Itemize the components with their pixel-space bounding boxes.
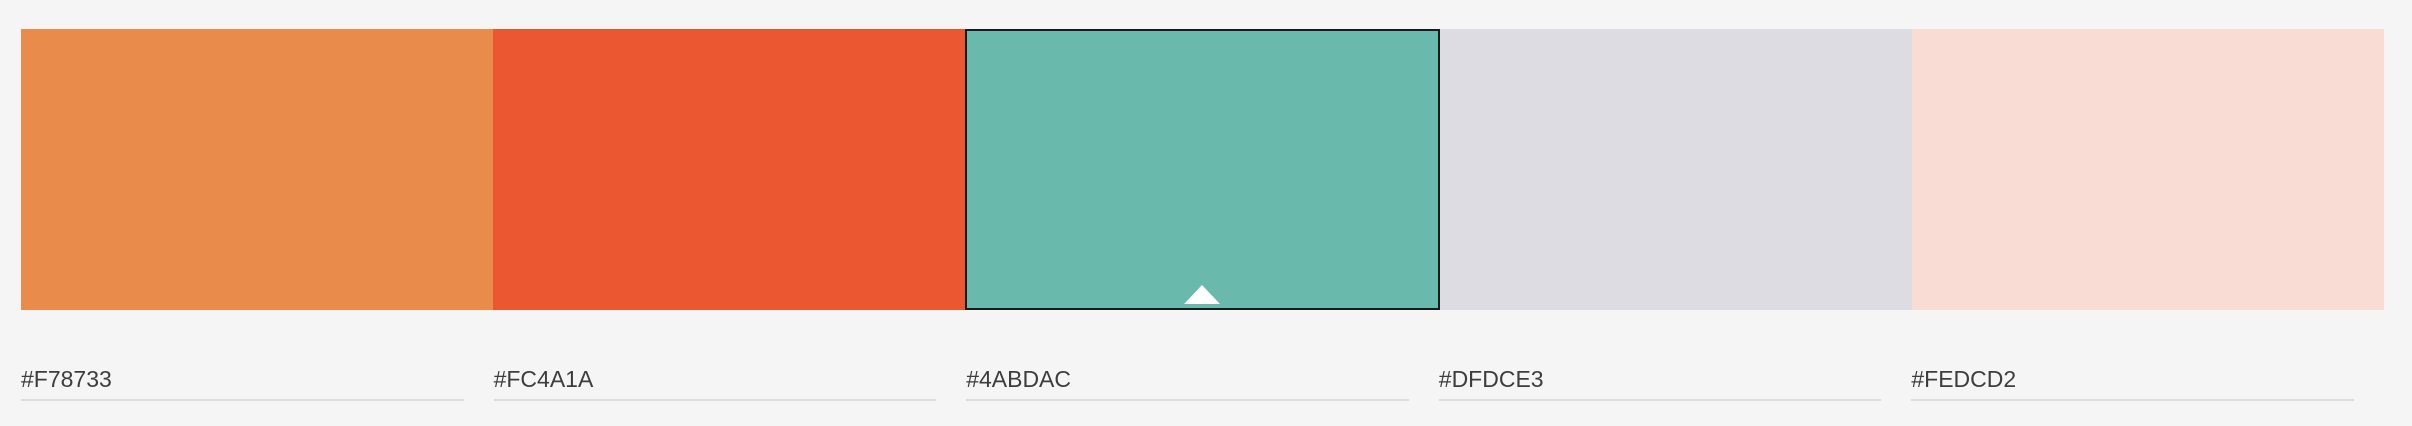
hex-input-1[interactable]: #F78733: [21, 362, 464, 401]
color-swatch-2[interactable]: [492, 29, 965, 310]
color-swatch-5[interactable]: [1912, 29, 2384, 310]
hex-input-2[interactable]: #FC4A1A: [493, 362, 937, 401]
hex-cell: #FC4A1A: [493, 362, 967, 401]
triangle-up-icon: [1184, 285, 1221, 304]
color-swatch-3[interactable]: [964, 29, 1441, 310]
color-swatch-4[interactable]: [1440, 29, 1913, 310]
hex-value-row: #F78733 #FC4A1A #4ABDAC #DFDCE3 #FEDCD2: [21, 362, 2384, 401]
color-swatch-row: [21, 29, 2384, 310]
hex-cell: #F78733: [21, 362, 494, 401]
hex-cell: #FEDCD2: [1911, 362, 2384, 401]
hex-input-5[interactable]: #FEDCD2: [1911, 362, 2354, 401]
hex-input-3[interactable]: #4ABDAC: [966, 362, 1409, 401]
color-swatch-1[interactable]: [21, 29, 493, 310]
hex-input-4[interactable]: #DFDCE3: [1438, 362, 1882, 401]
hex-cell: #4ABDAC: [966, 362, 1439, 401]
hex-cell: #DFDCE3: [1438, 362, 1912, 401]
